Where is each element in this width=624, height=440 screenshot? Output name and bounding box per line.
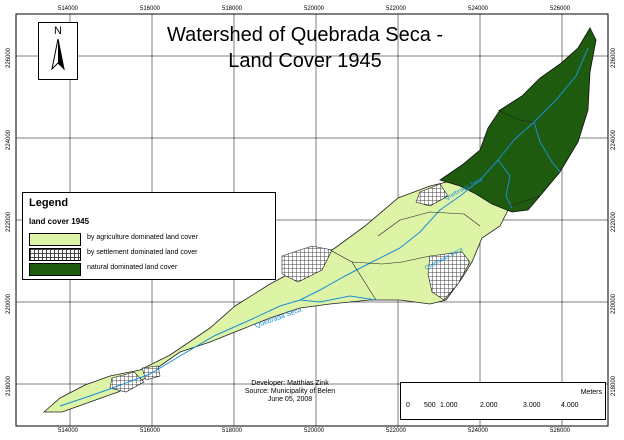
y-tick-label-right: 220000 <box>611 293 617 314</box>
credit-developer: Developer: Matthias Zink <box>251 380 329 387</box>
x-tick-label-bottom: 518000 <box>222 428 243 434</box>
x-tick-label-bottom: 522000 <box>386 428 407 434</box>
settlement-areas <box>109 183 471 393</box>
x-tick-label-bottom: 514000 <box>58 428 79 434</box>
legend-item-agriculture: by agriculture dominated land cover <box>29 233 269 246</box>
y-tick-label-left: 220000 <box>6 293 12 314</box>
scale-label: 4.000 <box>561 402 579 409</box>
y-tick-label-left: 226000 <box>6 47 12 68</box>
x-tick-label-top: 526000 <box>550 6 571 12</box>
x-tick-label-top: 520000 <box>304 6 325 12</box>
natural-swatch <box>29 263 81 276</box>
legend-item-label: natural dominated land cover <box>87 264 178 271</box>
scale-label: 3.000 <box>523 402 541 409</box>
credit-date: June 05, 2008 <box>267 396 313 403</box>
map-title-line1: Watershed of Quebrada Seca - <box>166 24 444 46</box>
y-tick-label-right: 224000 <box>611 129 617 150</box>
x-tick-label-bottom: 520000 <box>304 428 325 434</box>
legend-title: Legend <box>29 197 69 209</box>
y-tick-label-left: 222000 <box>6 211 12 232</box>
legend-item-settlement: by settlement dominated land cover <box>29 248 269 261</box>
y-tick-label-left: 218000 <box>6 375 12 396</box>
x-tick-label-bottom: 516000 <box>140 428 161 434</box>
x-tick-label-bottom: 526000 <box>550 428 571 434</box>
x-tick-label-top: 522000 <box>386 6 407 12</box>
y-tick-label-right: 218000 <box>611 375 617 396</box>
legend-subtitle: land cover 1945 <box>29 217 90 226</box>
map-credits: Developer: Matthias Zink Source: Municip… <box>220 380 360 404</box>
agriculture-swatch <box>29 233 81 246</box>
scale-label: 500 <box>424 402 436 409</box>
scale-unit: Meters <box>580 389 602 396</box>
y-tick-label-left: 224000 <box>6 129 12 150</box>
credit-source: Source: Municipality of Belen <box>244 388 336 395</box>
settlement-swatch <box>29 248 81 261</box>
boundary-lines <box>329 109 541 301</box>
north-arrow-icon <box>51 38 65 71</box>
scale-label: 2.000 <box>480 402 498 409</box>
x-tick-label-top: 516000 <box>140 6 161 12</box>
map-title-line2: Land Cover 1945 <box>228 50 382 72</box>
scale-bar: Meters 0 500 1.000 2.000 3.000 4.000 <box>400 382 606 420</box>
x-tick-label-top: 524000 <box>468 6 489 12</box>
scale-label: 1.000 <box>440 402 458 409</box>
legend-item-label: by agriculture dominated land cover <box>87 234 198 241</box>
x-tick-label-top: 514000 <box>58 6 79 12</box>
north-arrow: N <box>38 22 78 80</box>
legend: Legend land cover 1945 by agriculture do… <box>22 192 276 280</box>
y-tick-label-right: 226000 <box>611 47 617 68</box>
natural-area <box>439 27 597 213</box>
scale-label: 0 <box>406 402 410 409</box>
rivers <box>59 47 589 407</box>
legend-item-natural: natural dominated land cover <box>29 263 269 276</box>
map-title: Watershed of Quebrada Seca - Land Cover … <box>150 22 460 74</box>
agriculture-area <box>42 169 511 413</box>
x-tick-label-bottom: 524000 <box>468 428 489 434</box>
legend-item-label: by settlement dominated land cover <box>87 249 198 256</box>
x-tick-label-top: 518000 <box>222 6 243 12</box>
north-letter: N <box>54 25 62 37</box>
y-tick-label-right: 222000 <box>611 211 617 232</box>
